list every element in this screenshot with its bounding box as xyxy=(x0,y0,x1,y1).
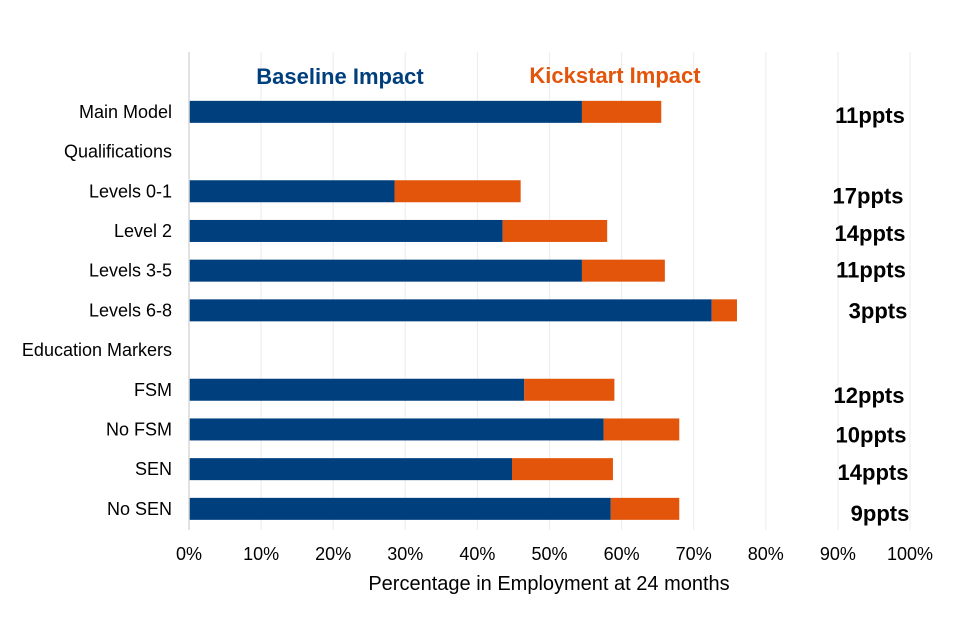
impact-labels: 11ppts 17ppts 14ppts 11ppts 3ppts 12ppts 10ppt… xyxy=(833,103,910,526)
impact-label: 14ppts xyxy=(838,460,909,485)
x-tick-label: 20% xyxy=(315,544,351,564)
x-tick-label: 10% xyxy=(243,544,279,564)
bar-segment xyxy=(189,100,582,123)
bar-segment xyxy=(610,497,680,520)
category-label: Education Markers xyxy=(22,340,172,360)
bar-segment xyxy=(189,219,503,242)
x-tick-label: 50% xyxy=(531,544,567,564)
category-labels: Main Model Qualifications Levels 0-1 Level … xyxy=(22,102,172,519)
category-label: Levels 0-1 xyxy=(89,181,172,201)
bar-segment xyxy=(603,418,680,441)
x-tick-label: 30% xyxy=(387,544,423,564)
bar-segment xyxy=(189,259,582,282)
impact-label: 14ppts xyxy=(835,221,906,246)
impact-label: 11ppts xyxy=(836,258,906,283)
bar-segment xyxy=(711,299,737,322)
bar-segment xyxy=(524,378,615,401)
impact-label: 9ppts xyxy=(851,501,910,526)
category-label: FSM xyxy=(134,380,172,400)
bar-segment xyxy=(512,458,613,481)
x-tick-label: 80% xyxy=(748,544,784,564)
x-tick-labels: 0% 10% 20% 30% 40% 50% 60% 70% 80% 90% 100% xyxy=(176,544,933,564)
legend-baseline: Baseline Impact xyxy=(256,64,424,89)
bar-segment xyxy=(502,219,608,242)
x-tick-label: 90% xyxy=(820,544,856,564)
x-tick-label: 100% xyxy=(887,544,933,564)
impact-label: 11ppts xyxy=(835,103,905,128)
category-label: No SEN xyxy=(107,499,172,519)
bar-segment xyxy=(189,497,611,520)
x-tick-label: 0% xyxy=(176,544,202,564)
bar-segment xyxy=(189,458,513,481)
x-axis-title: Percentage in Employment at 24 months xyxy=(368,573,729,595)
category-label: Level 2 xyxy=(114,221,172,241)
bars xyxy=(189,100,737,520)
gridlines xyxy=(260,52,911,530)
bar-segment xyxy=(581,259,665,282)
x-tick-label: 70% xyxy=(676,544,712,564)
legend-kickstart: Kickstart Impact xyxy=(529,63,701,88)
category-label: SEN xyxy=(135,459,172,479)
impact-label: 17ppts xyxy=(833,183,904,208)
impact-label: 10ppts xyxy=(836,422,907,447)
x-tick-label: 60% xyxy=(604,544,640,564)
x-tick-label: 40% xyxy=(459,544,495,564)
bar-segment xyxy=(189,180,395,203)
bar-segment xyxy=(189,378,525,401)
category-label: Levels 6-8 xyxy=(89,300,172,320)
category-label: Main Model xyxy=(79,102,172,122)
bar-segment xyxy=(394,180,521,203)
category-label: Levels 3-5 xyxy=(89,261,172,281)
category-label: Qualifications xyxy=(64,142,172,162)
impact-label: 12ppts xyxy=(834,383,905,408)
bar-segment xyxy=(189,299,712,322)
bar-segment xyxy=(189,418,604,441)
category-label: No FSM xyxy=(106,419,172,439)
impact-label: 3ppts xyxy=(849,298,908,323)
bar-segment xyxy=(581,100,662,123)
